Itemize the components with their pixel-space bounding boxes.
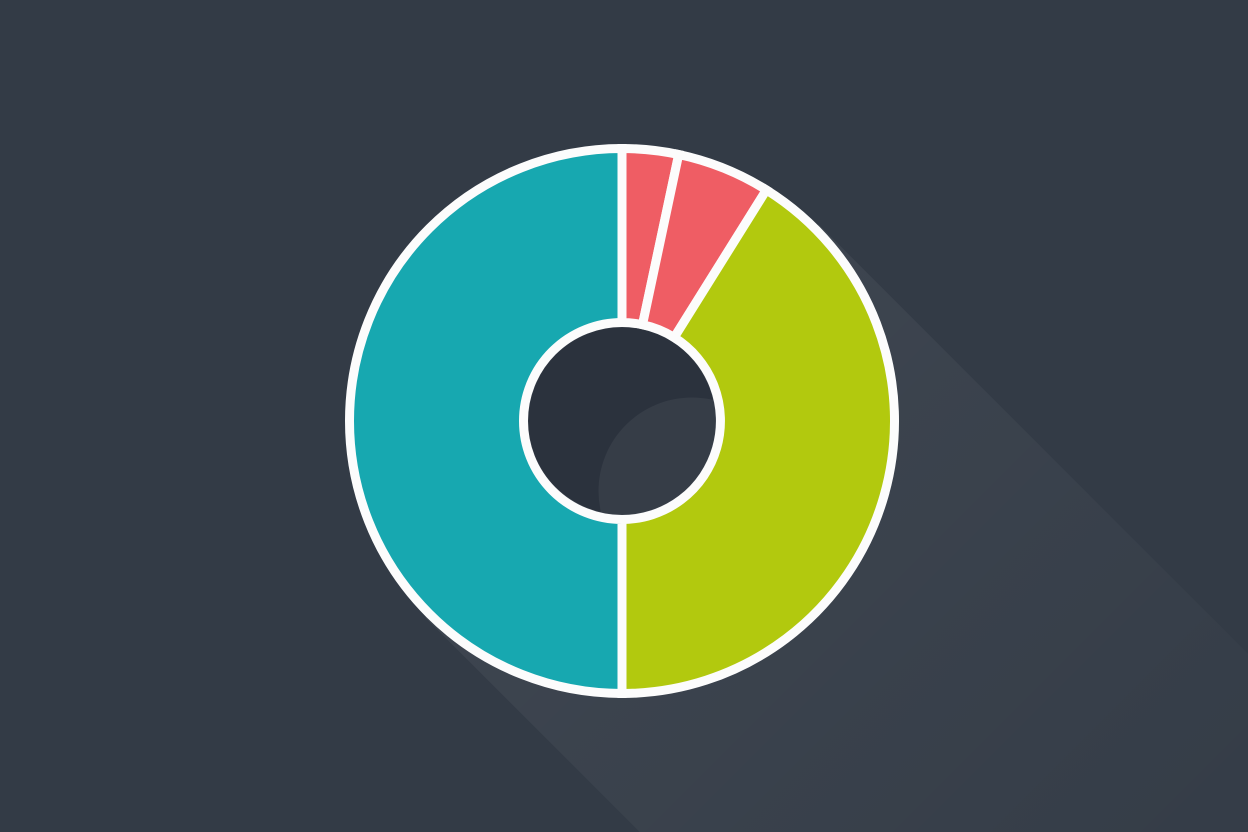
donut-slice-chartreuse bbox=[617, 183, 899, 699]
donut-hole bbox=[528, 327, 716, 515]
donut-slice-teal bbox=[345, 143, 627, 699]
donut-slices bbox=[345, 143, 899, 699]
